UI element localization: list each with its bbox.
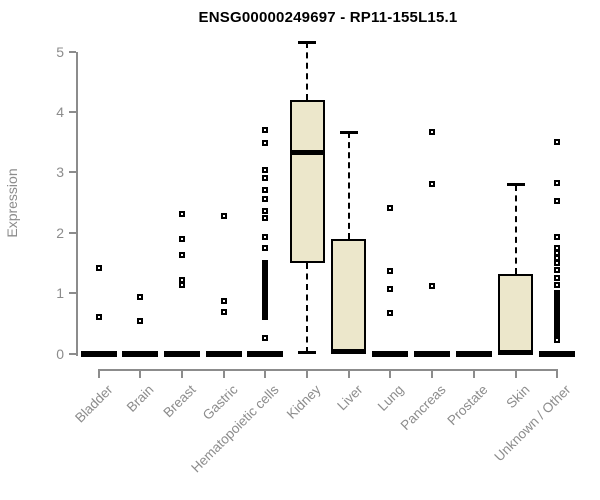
x-axis-tick [514, 368, 517, 378]
x-axis-tick [139, 368, 142, 378]
box [289, 99, 325, 263]
x-axis-tick [389, 368, 392, 378]
outlier-point [178, 235, 185, 242]
outlier-point [137, 293, 144, 300]
collapsed-box-median [163, 350, 200, 357]
upper-whisker-cap [339, 130, 358, 134]
y-axis-tick [69, 292, 76, 295]
upper-whisker-line [306, 42, 308, 100]
outlier-point [178, 276, 185, 283]
outlier-point [262, 314, 269, 321]
outlier-point [178, 282, 185, 289]
outlier-point [554, 267, 561, 274]
outlier-point [95, 313, 102, 320]
outlier-point [262, 244, 269, 251]
y-axis-tick-label: 1 [56, 285, 64, 302]
lower-whisker-line [306, 262, 308, 353]
collapsed-box-median [455, 350, 492, 357]
outlier-point [554, 180, 561, 187]
y-axis-tick-label: 3 [56, 164, 64, 181]
y-axis-tick-label: 4 [56, 103, 64, 120]
y-axis-tick [69, 110, 76, 113]
x-axis-tick [431, 368, 434, 378]
collapsed-box-median [372, 350, 409, 357]
x-axis-tick [222, 368, 225, 378]
collapsed-box-median [205, 350, 242, 357]
median-line [331, 348, 367, 354]
x-axis-tick [264, 368, 267, 378]
outlier-point [554, 275, 561, 281]
outlier-point [178, 252, 185, 259]
outlier-point [220, 212, 227, 219]
x-axis-tick [306, 368, 308, 378]
collapsed-box-median [414, 350, 451, 357]
outlier-point [554, 259, 561, 266]
outlier-point [262, 186, 269, 193]
collapsed-box-median [539, 350, 576, 357]
outlier-point [387, 267, 394, 274]
x-axis-tick [472, 368, 475, 378]
y-axis-line [76, 51, 78, 356]
outlier-point [554, 282, 561, 289]
collapsed-box-median [80, 350, 117, 357]
outlier-point [387, 285, 394, 292]
outlier-point [262, 233, 269, 240]
outlier-point [262, 207, 269, 214]
y-axis-tick-label: 0 [56, 345, 64, 362]
outlier-point [554, 139, 561, 146]
outlier-point [554, 337, 561, 344]
outlier-point [178, 210, 185, 217]
box [331, 239, 367, 353]
upper-whisker-cap [298, 40, 316, 44]
outlier-point [262, 215, 269, 222]
y-axis-tick-label: 2 [56, 224, 64, 241]
outlier-point [429, 282, 436, 289]
outlier-point [429, 180, 436, 187]
outlier-point [262, 334, 269, 341]
y-axis-tick [69, 50, 76, 53]
outlier-point [220, 297, 227, 304]
collapsed-box-median [122, 350, 159, 357]
upper-whisker-line [347, 132, 350, 240]
outlier-point [554, 331, 561, 338]
y-axis-tick [69, 231, 76, 234]
outlier-point [387, 204, 394, 211]
upper-whisker-line [514, 184, 517, 275]
x-axis-line [97, 368, 559, 371]
x-axis-tick [347, 368, 350, 378]
outlier-point [262, 127, 269, 134]
outlier-point [262, 140, 269, 147]
median-line [498, 349, 533, 355]
x-axis-tick [97, 368, 100, 378]
x-axis-tick [180, 368, 183, 378]
upper-whisker-cap [506, 183, 525, 187]
outlier-point [220, 308, 227, 315]
outlier-point [262, 174, 269, 181]
y-axis-tick-label: 5 [56, 43, 64, 60]
box [498, 274, 533, 353]
lower-whisker-cap [298, 351, 316, 355]
outlier-point [262, 166, 269, 173]
outlier-point [262, 195, 269, 202]
median-line [289, 149, 325, 155]
collapsed-box-median [247, 350, 284, 357]
x-axis-tick [556, 368, 559, 378]
chart-title: ENSG00000249697 - RP11-155L15.1 [198, 9, 458, 26]
outlier-point [554, 198, 561, 205]
y-axis-tick [69, 352, 76, 355]
outlier-point [95, 264, 102, 271]
y-axis-tick [69, 171, 76, 174]
outlier-point [387, 310, 394, 317]
outlier-point [137, 317, 144, 324]
outlier-point [429, 129, 436, 136]
outlier-point [554, 233, 561, 240]
